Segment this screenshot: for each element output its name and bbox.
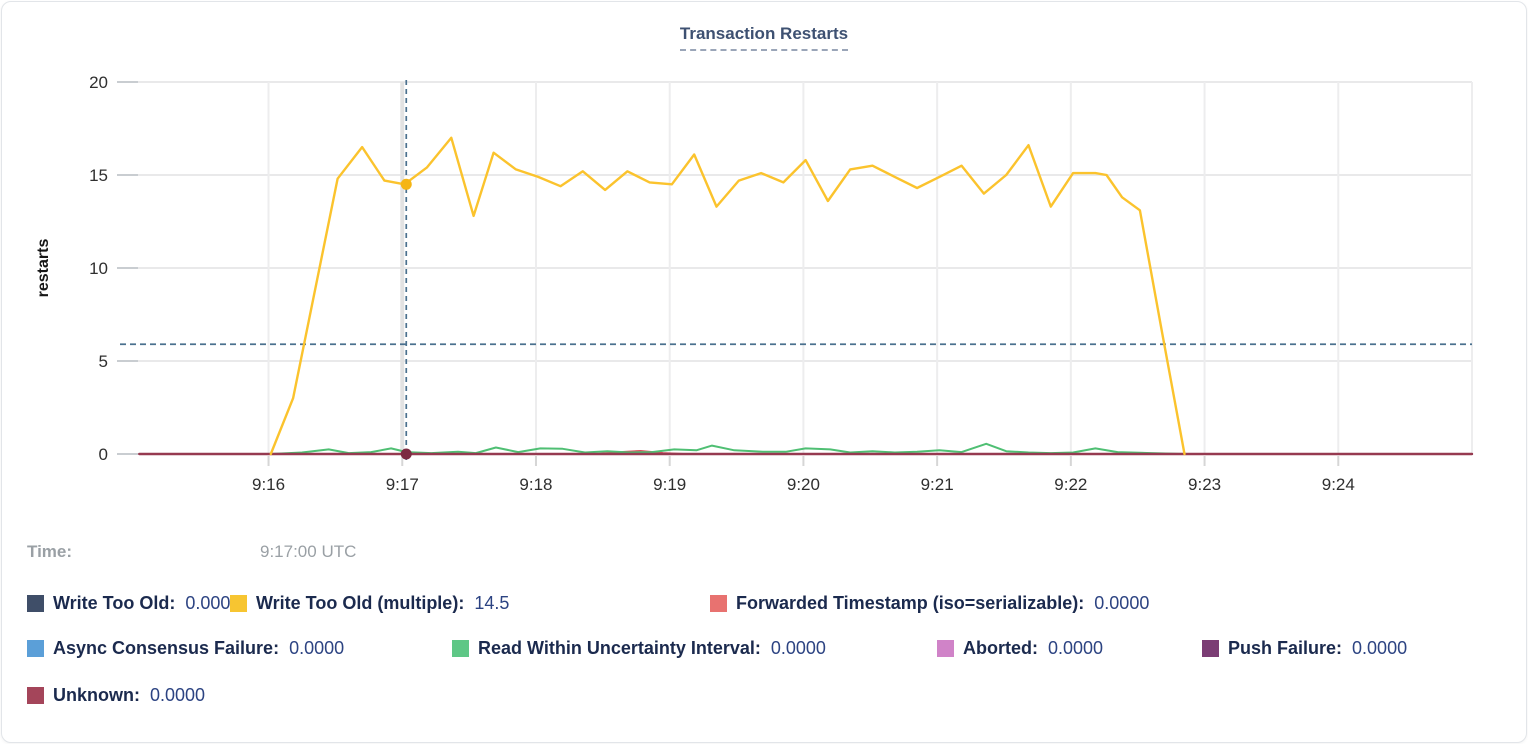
legend-row: Async Consensus Failure: 0.0000 Read Withi… [2,638,1526,664]
legend-swatch [230,595,247,612]
legend-value: 0.0000 [1094,593,1150,613]
legend-swatch [27,595,44,612]
y-tick-label: 20 [89,73,108,92]
legend-value: 0.0000 [1048,638,1104,658]
series-lines [138,136,1474,456]
x-tick-label: 9:17 [386,475,419,494]
crosshair-dot-write-too-old-multiple- [400,178,412,190]
plot-area[interactable] [117,82,1472,454]
legend-swatch [710,595,727,612]
legend-item-forwarded-timestamp-iso-serializable[interactable]: Forwarded Timestamp (iso=serializable): 0… [710,593,1149,614]
series-line-read-within-uncertainty-interval [269,442,1186,455]
x-tick-label: 9:22 [1054,475,1087,494]
restarts-chart[interactable]: 0 5 10 15 20 9:16 9:17 9:18 9:19 9:20 9:21 9:22 9:23… [2,2,1527,522]
crosshair-markers [400,178,412,460]
series-line-write-too-old-multiple- [269,136,1186,456]
y-tick-label: 0 [99,445,108,464]
x-tick-label: 9:20 [787,475,820,494]
legend-item-push-failure[interactable]: Push Failure: 0.0000 [1202,638,1407,659]
legend-item-aborted[interactable]: Aborted: 0.0000 [937,638,1103,659]
x-tick-label: 9:24 [1322,475,1355,494]
crosshair-dot-unknown [400,448,412,460]
y-tick-label: 5 [99,352,108,371]
legend-item-async-consensus-failure[interactable]: Async Consensus Failure: 0.0000 [27,638,344,659]
legend-label: Write Too Old: [53,593,176,613]
legend-label: Forwarded Timestamp (iso=serializable): [736,593,1085,613]
legend-value: 0.0000 [1352,638,1408,658]
time-label: Time: [27,542,73,561]
chart-title-wrap: Transaction Restarts [2,24,1526,51]
legend-swatch [937,640,954,657]
legend-row: Unknown: 0.0000 [2,685,1526,711]
time-readout: Time: 9:17:00 UTC [2,542,1526,568]
legend-item-write-too-old[interactable]: Write Too Old: 0.0000 [27,593,240,614]
y-axis-title: restarts [35,239,52,298]
x-tick-label: 9:18 [519,475,552,494]
x-tick-label: 9:21 [921,475,954,494]
legend-value: 0.0000 [289,638,345,658]
x-tick-label: 9:19 [653,475,686,494]
legend-value: 0.0000 [150,685,206,705]
legend-swatch [452,640,469,657]
y-tick-label: 10 [89,259,108,278]
legend-label: Read Within Uncertainty Interval: [478,638,761,658]
legend-swatch [27,687,44,704]
legend-label: Write Too Old (multiple): [256,593,465,613]
legend-row: Write Too Old: 0.0000 Write Too Old (multi… [2,593,1526,619]
legend-label: Push Failure: [1228,638,1343,658]
legend-item-read-within-uncertainty-interval[interactable]: Read Within Uncertainty Interval: 0.0000 [452,638,826,659]
x-tick-label: 9:16 [252,475,285,494]
x-grid [267,82,1473,454]
legend-value: 0.0000 [770,638,826,658]
legend-swatch [27,640,44,657]
legend-swatch [1202,640,1219,657]
legend-value: 14.5 [474,593,510,613]
legend-label: Async Consensus Failure: [53,638,280,658]
x-axis-labels: 9:16 9:17 9:18 9:19 9:20 9:21 9:22 9:23 9:24 [252,456,1355,494]
legend-item-write-too-old-multiple[interactable]: Write Too Old (multiple): 14.5 [230,593,509,614]
legend-value: 0.0000 [185,593,241,613]
legend-label: Unknown: [53,685,140,705]
x-tick-label: 9:23 [1188,475,1221,494]
legend-item-unknown[interactable]: Unknown: 0.0000 [27,685,205,706]
chart-title[interactable]: Transaction Restarts [679,24,849,51]
time-value: 9:17:00 UTC [260,542,357,561]
legend-label: Aborted: [963,638,1038,658]
y-tick-label: 15 [89,166,108,185]
